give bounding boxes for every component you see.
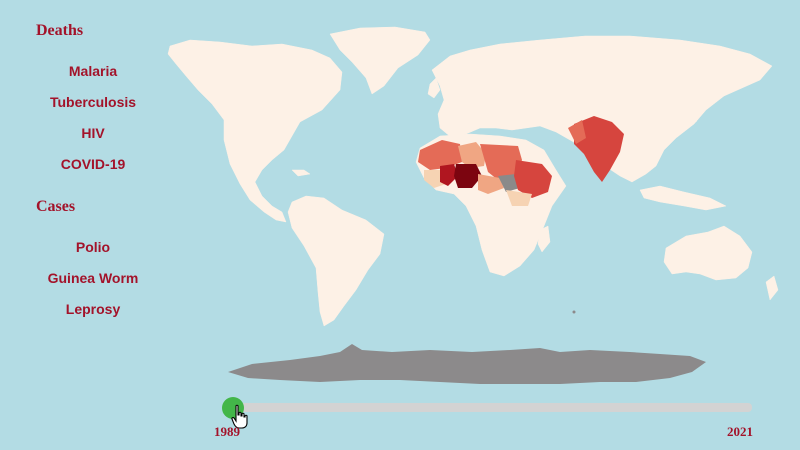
country-pakistan xyxy=(568,120,586,144)
southeast-asia-islands-shape xyxy=(639,185,727,211)
madagascar-shape xyxy=(537,225,551,253)
disease-sidebar: Deaths Malaria Tuberculosis HIV COVID-19… xyxy=(0,0,180,340)
country-west-sahel xyxy=(418,140,462,170)
north-america-shape xyxy=(167,39,343,223)
caribbean-shape xyxy=(291,169,311,177)
menu-item-malaria[interactable]: Malaria xyxy=(68,63,118,79)
menu-item-leprosy[interactable]: Leprosy xyxy=(65,301,121,317)
choropleth-layer xyxy=(418,116,624,206)
country-nigeria xyxy=(454,164,482,188)
new-zealand-shape xyxy=(765,275,779,301)
south-america-shape xyxy=(287,195,385,327)
menu-item-tuberculosis[interactable]: Tuberculosis xyxy=(49,94,137,110)
timeline-slider[interactable] xyxy=(232,403,752,412)
menu-item-covid-19[interactable]: COVID-19 xyxy=(60,156,126,172)
country-east-africa xyxy=(506,190,532,206)
uk-shape xyxy=(427,77,441,99)
country-south-sudan xyxy=(498,174,520,192)
greenland-shape xyxy=(329,26,431,95)
world-map[interactable] xyxy=(160,20,800,390)
island-dot xyxy=(572,310,576,314)
country-chad-sudan xyxy=(480,144,522,180)
hand-pointer-icon xyxy=(231,404,248,429)
country-ethiopia-somalia xyxy=(514,160,552,198)
menu-item-guinea-worm[interactable]: Guinea Worm xyxy=(47,270,139,286)
timeline-start-year: 1989 xyxy=(214,424,240,439)
country-cameroon-car xyxy=(478,174,504,194)
country-sahel-central xyxy=(458,142,486,168)
country-ivory-ghana xyxy=(440,164,458,186)
australia-shape xyxy=(663,225,753,281)
country-india xyxy=(574,116,624,182)
menu-item-polio[interactable]: Polio xyxy=(75,239,111,255)
cases-heading: Cases xyxy=(36,198,76,215)
timeline-end-year: 2021 xyxy=(727,424,753,439)
deaths-heading: Deaths xyxy=(36,22,84,39)
eurasia-shape xyxy=(431,35,773,183)
menu-item-hiv[interactable]: HIV xyxy=(81,125,105,141)
japan-shape xyxy=(689,99,703,123)
antarctica-shape xyxy=(228,344,706,384)
